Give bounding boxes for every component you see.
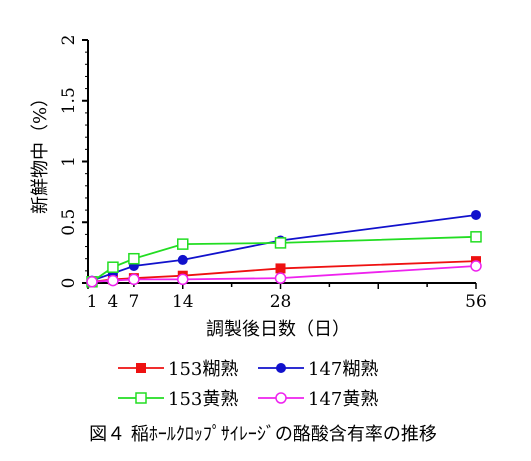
y-tick-label: 0.5 xyxy=(59,209,79,236)
legend-item-4: 147黄熟 xyxy=(258,389,378,410)
series-4 xyxy=(86,260,482,288)
data-point xyxy=(177,273,189,286)
legend-item-3: 153黄熟 xyxy=(118,389,238,410)
legend-swatch-marker xyxy=(276,363,286,373)
data-point xyxy=(275,263,286,274)
legend-label: 147糊熟 xyxy=(308,359,378,380)
legend-item-2: 147糊熟 xyxy=(258,359,378,380)
x-tick-label: 1 xyxy=(87,292,98,312)
x-axis-title: 調製後日数（日） xyxy=(206,319,350,340)
data-point xyxy=(471,209,481,220)
x-tick-label: 4 xyxy=(108,292,119,312)
data-point xyxy=(470,260,482,272)
x-tick-label: 28 xyxy=(270,292,292,312)
data-point xyxy=(274,272,287,284)
legend-label: 147黄熟 xyxy=(308,389,378,410)
data-point xyxy=(177,254,188,265)
legend-item-1: 153糊熟 xyxy=(118,359,238,380)
data-point xyxy=(107,261,119,273)
legend-label: 153黄熟 xyxy=(168,389,238,410)
legend-swatch-marker xyxy=(135,392,147,404)
data-point xyxy=(107,274,119,287)
legend-swatch-marker xyxy=(136,363,146,373)
x-tick-label: 14 xyxy=(172,292,194,312)
y-axis-title: 新鮮物中（%） xyxy=(30,89,51,214)
x-tick-label: 56 xyxy=(465,292,487,312)
legend-label: 153糊熟 xyxy=(168,359,238,380)
data-point xyxy=(177,238,189,250)
data-point xyxy=(128,252,140,265)
y-tick-label: 1 xyxy=(59,156,79,167)
y-tick-label: 0 xyxy=(59,278,79,289)
data-point xyxy=(274,237,287,249)
figure-caption: 図４ 稲ﾎｰﾙｸﾛｯﾌﾟｻｲﾚｰｼﾞの酪酸含有率の推移 xyxy=(89,424,437,445)
y-tick-label: 2 xyxy=(59,35,79,46)
legend: 153糊熟 147糊熟 153黄熟 147黄熟 xyxy=(118,359,378,410)
series-layer xyxy=(86,209,482,288)
x-tick-label: 7 xyxy=(128,292,139,312)
data-point xyxy=(128,273,140,286)
data-point xyxy=(470,231,482,243)
y-tick-label: 1.5 xyxy=(59,87,79,114)
data-point xyxy=(86,276,98,288)
legend-swatch-marker xyxy=(275,392,287,404)
